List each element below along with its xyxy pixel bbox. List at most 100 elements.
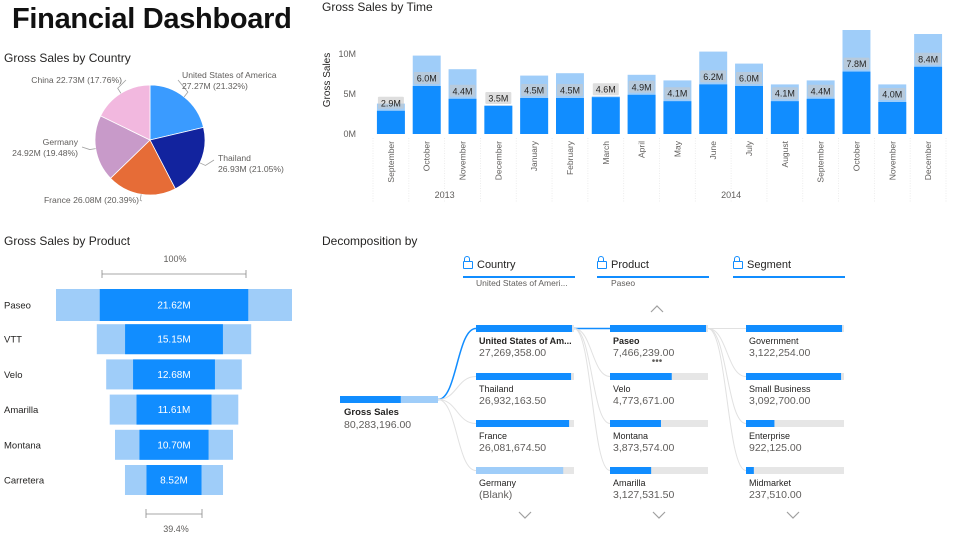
funnel-category-label: Carretera [4,476,45,487]
decomp-header-country[interactable]: Country [463,256,575,278]
decomp-sub-country: United States of Ameri... [476,278,568,288]
pie-label-line1: Germany [43,137,79,147]
column-bar[interactable] [842,71,871,134]
pie-slice-germany[interactable] [94,115,151,179]
pie-slice-thailand[interactable] [149,126,206,190]
column-bar[interactable] [591,97,620,134]
funnel-bar[interactable] [125,324,223,355]
node-bar[interactable] [746,467,754,474]
y-tick-label: 5M [343,89,356,99]
decomp-header-segment[interactable]: Segment [733,256,845,278]
data-label-bg [377,96,404,109]
funnel-bar[interactable] [146,465,202,495]
node-bar[interactable] [746,373,842,380]
x-tick-label: April [637,141,647,158]
tree-connector [437,327,477,401]
x-tick-label: October [851,141,861,171]
data-label-bg [915,52,942,65]
node-value: 237,510.00 [749,489,802,501]
tree-connector [707,328,747,471]
column-bar[interactable] [412,86,441,134]
node-bar[interactable] [610,420,661,427]
more-icon[interactable]: ••• [652,356,663,367]
node-label: Small Business [749,384,811,394]
funnel-bar[interactable] [133,359,215,390]
pie-slice-united-states-of-america[interactable] [149,84,205,141]
lock-icon [597,256,607,269]
node-value: 3,092,700.00 [749,395,810,407]
pie-leader-line [177,79,189,98]
year-label: 2013 [435,190,455,200]
node-bar[interactable] [610,373,672,380]
data-label-bg [700,70,727,83]
page-title: Financial Dashboard [12,3,292,35]
x-tick-label: February [565,140,575,175]
column-data-label: 4.0M [882,90,902,100]
column-data-label: 6.0M [417,74,437,84]
node-bar[interactable] [476,373,572,380]
funnel-data-label: 11.61M [158,405,191,416]
data-label-bg [449,84,476,97]
node-bar[interactable] [476,467,564,474]
node-bar[interactable] [746,420,775,427]
pie-leader-line [81,146,96,150]
time-column-chart[interactable]: Gross Sales 10M 5M 0M 2.9M September 6.0M Octob… [318,30,958,210]
column-bar[interactable] [663,101,692,134]
pie-label-line1: China 22.73M (17.76%) [31,75,122,85]
column-bar[interactable] [699,84,728,134]
funnel-category-label: Velo [4,370,23,381]
node-value: 27,269,358.00 [479,347,546,359]
column-data-label: 4.1M [775,89,795,99]
column-bar[interactable] [914,66,943,134]
lock-icon [463,256,473,269]
column-bar[interactable] [556,98,584,134]
node-bar[interactable] [476,325,573,332]
chevron-up-icon[interactable] [650,305,664,313]
data-label-bg [736,72,763,84]
node-bar[interactable] [746,325,843,332]
column-bar[interactable] [448,98,477,134]
funnel-bar[interactable] [139,429,209,460]
root-value: 80,283,196.00 [344,419,411,431]
node-bar[interactable] [476,420,570,427]
x-tick-label: December [493,141,503,180]
pie-label-line2: 24.92M (19.48%) [12,148,78,158]
chevron-down-icon[interactable] [518,511,532,519]
column-data-label: 7.8M [846,59,866,69]
column-bar[interactable] [520,98,549,134]
tree-connector [437,376,477,400]
column-data-label: 4.9M [632,82,652,92]
pie-leader-line [139,194,143,202]
node-value: 3,122,254.00 [749,347,810,359]
column-bar[interactable] [806,98,835,134]
funnel-data-label: 21.62M [157,301,190,312]
funnel-top-pct: 100% [163,254,186,264]
pie-label-line1: United States of America [182,70,277,80]
pie-slice-france[interactable] [109,139,176,196]
column-bar[interactable] [735,86,763,134]
pie-label-line2: 26.93M (21.05%) [218,164,284,174]
chevron-down-icon[interactable] [652,511,666,519]
column-data-label: 6.2M [703,72,723,82]
time-chart-title: Gross Sales by Time [322,0,433,14]
node-label: Montana [613,431,648,441]
node-bar[interactable] [610,325,707,332]
x-tick-label: October [422,141,432,171]
node-bar[interactable] [610,467,652,474]
column-bar[interactable] [484,106,513,134]
column-bar[interactable] [878,102,907,134]
funnel-bar[interactable] [99,289,249,321]
node-value: 26,932,163.50 [479,395,546,407]
decomp-header-product[interactable]: Product [597,256,709,278]
funnel-bar[interactable] [136,394,212,425]
x-tick-label: January [529,140,539,171]
country-chart-title: Gross Sales by Country [4,51,131,65]
column-bar[interactable] [376,110,405,134]
column-bar[interactable] [627,94,656,134]
column-bar[interactable] [770,101,799,134]
chevron-down-icon[interactable] [786,511,800,519]
product-funnel-chart[interactable]: 100% 21.62M Paseo 15.15M VTT 12.68M Velo 11.61M… [0,250,310,539]
tree-connector [437,399,477,424]
